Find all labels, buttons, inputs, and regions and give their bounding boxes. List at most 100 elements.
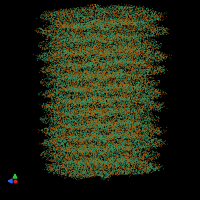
- Point: [108, 64, 111, 67]
- Point: [135, 32, 138, 35]
- Point: [94, 81, 97, 84]
- Point: [53, 108, 56, 112]
- Point: [102, 24, 105, 28]
- Point: [61, 102, 65, 105]
- Point: [102, 77, 105, 80]
- Point: [64, 89, 67, 92]
- Point: [104, 37, 107, 41]
- Point: [65, 90, 69, 93]
- Point: [80, 71, 84, 75]
- Point: [118, 168, 121, 171]
- Point: [103, 53, 107, 56]
- Point: [47, 58, 51, 61]
- Point: [95, 98, 98, 102]
- Point: [130, 173, 133, 176]
- Point: [113, 170, 117, 173]
- Point: [120, 83, 123, 87]
- Point: [137, 82, 140, 86]
- Point: [111, 160, 114, 163]
- Point: [87, 46, 90, 49]
- Point: [92, 98, 96, 102]
- Point: [125, 63, 128, 67]
- Point: [74, 89, 77, 93]
- Point: [71, 36, 74, 40]
- Point: [92, 19, 95, 22]
- Point: [61, 135, 65, 139]
- Point: [117, 29, 120, 32]
- Point: [89, 65, 93, 69]
- Point: [87, 125, 90, 128]
- Point: [92, 121, 95, 124]
- Point: [139, 41, 142, 45]
- Point: [82, 78, 85, 81]
- Point: [125, 77, 128, 80]
- Point: [147, 142, 150, 145]
- Point: [73, 65, 76, 68]
- Point: [151, 60, 155, 63]
- Point: [130, 62, 133, 65]
- Point: [151, 84, 154, 87]
- Point: [80, 39, 83, 42]
- Point: [141, 151, 144, 154]
- Point: [134, 17, 138, 20]
- Point: [129, 135, 132, 138]
- Point: [102, 26, 105, 29]
- Point: [77, 63, 80, 66]
- Point: [75, 124, 79, 127]
- Point: [58, 111, 61, 114]
- Point: [69, 145, 72, 148]
- Point: [81, 50, 84, 54]
- Point: [61, 106, 64, 110]
- Point: [156, 15, 159, 18]
- Point: [66, 27, 70, 30]
- Point: [152, 100, 155, 103]
- Point: [127, 148, 130, 151]
- Point: [147, 81, 151, 84]
- Point: [81, 26, 84, 29]
- Point: [120, 89, 124, 92]
- Point: [80, 120, 84, 123]
- Point: [116, 169, 119, 172]
- Point: [65, 125, 69, 128]
- Point: [110, 146, 113, 149]
- Point: [65, 102, 68, 106]
- Point: [50, 143, 53, 146]
- Point: [74, 107, 77, 110]
- Point: [130, 135, 133, 138]
- Point: [69, 133, 72, 136]
- Point: [80, 169, 84, 172]
- Point: [71, 116, 74, 119]
- Point: [66, 137, 69, 140]
- Point: [68, 87, 71, 90]
- Point: [52, 41, 55, 44]
- Point: [59, 165, 63, 169]
- Point: [67, 120, 70, 123]
- Point: [152, 34, 155, 37]
- Point: [124, 170, 127, 173]
- Point: [85, 105, 88, 108]
- Point: [90, 113, 93, 116]
- Point: [144, 55, 147, 58]
- Point: [53, 30, 56, 33]
- Point: [117, 120, 121, 123]
- Point: [61, 143, 64, 146]
- Point: [90, 144, 93, 147]
- Point: [129, 36, 132, 40]
- Point: [146, 109, 149, 113]
- Point: [78, 146, 81, 150]
- Point: [78, 26, 81, 30]
- Point: [99, 125, 102, 128]
- Point: [110, 57, 114, 60]
- Point: [83, 74, 86, 77]
- Point: [136, 8, 139, 11]
- Point: [98, 14, 101, 17]
- Point: [123, 109, 126, 112]
- Point: [89, 98, 92, 101]
- Point: [131, 151, 135, 154]
- Point: [144, 64, 148, 67]
- Point: [149, 32, 152, 35]
- Point: [44, 116, 48, 119]
- Point: [86, 25, 90, 28]
- Point: [113, 149, 117, 152]
- Point: [138, 26, 141, 29]
